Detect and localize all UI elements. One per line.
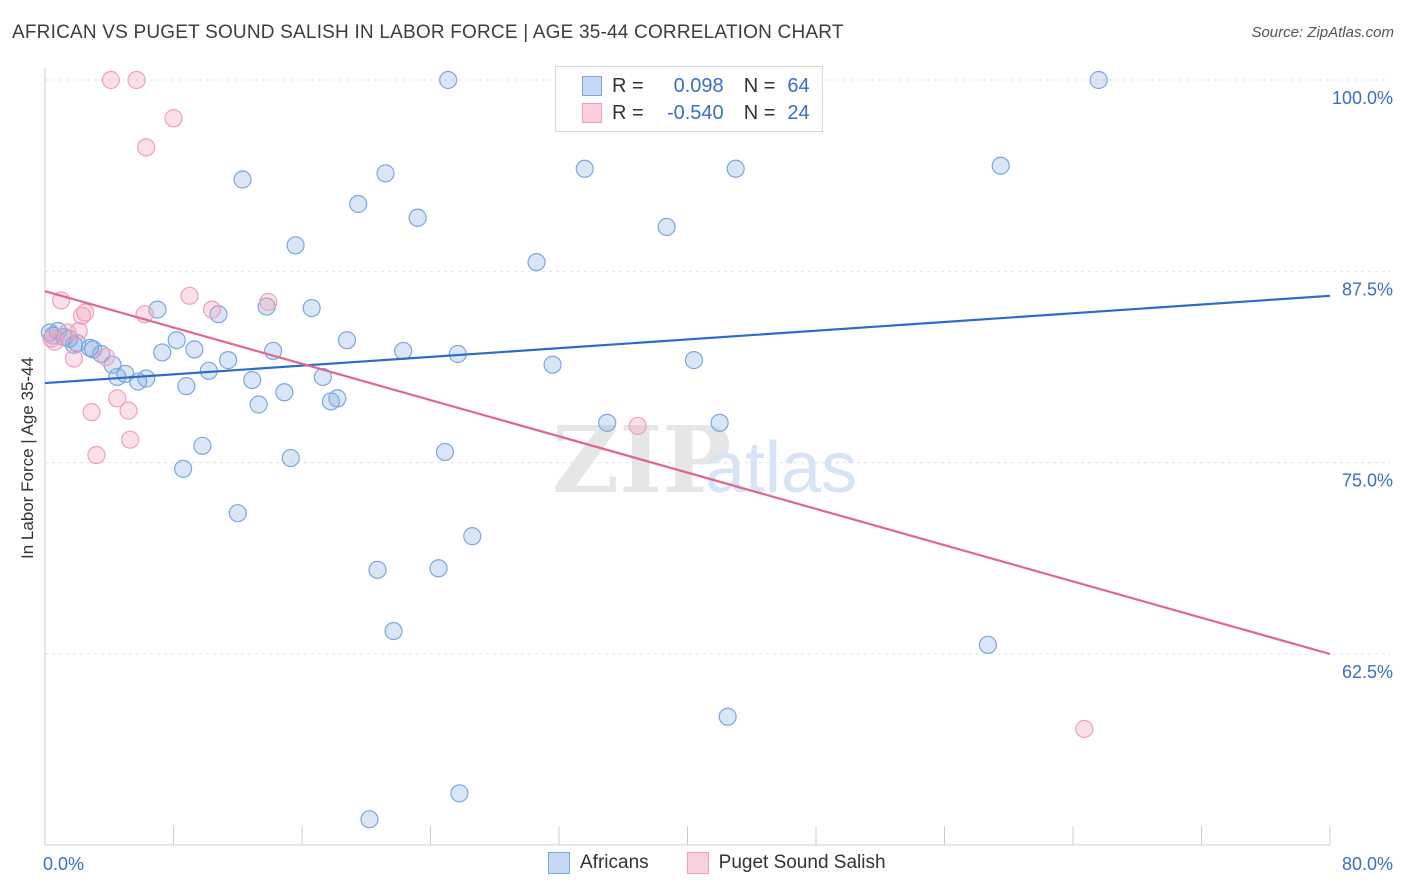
data-point: [177, 377, 196, 396]
data-point: [275, 383, 294, 402]
series-legend: Africans Puget Sound Salish: [548, 852, 924, 874]
source-label: Source: ZipAtlas.com: [1251, 24, 1394, 41]
y-tick-label: 87.5%: [1342, 279, 1393, 299]
data-point: [978, 635, 997, 654]
data-point: [349, 194, 368, 214]
data-point: [228, 504, 247, 523]
data-point: [281, 448, 300, 468]
data-point: [45, 332, 64, 351]
data-point: [394, 341, 413, 361]
data-point: [153, 343, 172, 362]
legend-swatch-puget: [686, 852, 709, 874]
data-point: [87, 445, 106, 465]
data-point: [1089, 70, 1108, 90]
data-point: [302, 298, 321, 318]
data-point: [726, 159, 745, 178]
data-point: [185, 340, 204, 359]
data-point: [337, 331, 357, 350]
legend-swatch-africans: [582, 76, 602, 96]
data-point: [249, 395, 268, 414]
data-point: [72, 306, 92, 325]
legend-label-africans: Africans: [580, 852, 649, 873]
data-point: [408, 208, 427, 227]
data-point: [543, 355, 562, 374]
data-point: [429, 559, 448, 578]
data-point: [527, 253, 546, 272]
data-point: [710, 413, 729, 432]
data-point: [137, 369, 156, 388]
chart-title: AFRICAN VS PUGET SOUND SALISH IN LABOR F…: [12, 22, 844, 43]
data-point: [127, 70, 146, 90]
legend-row-puget: R = -0.540 N = 24: [582, 100, 810, 126]
data-point: [360, 810, 379, 829]
x-tick-label: 80.0%: [1342, 854, 1393, 874]
data-point: [376, 164, 395, 183]
data-point: [42, 329, 61, 348]
legend-r-label: R =: [612, 101, 644, 124]
data-point: [657, 217, 676, 237]
data-point: [1075, 719, 1094, 739]
legend-r-label: R =: [612, 74, 644, 97]
data-point: [82, 403, 101, 422]
data-point: [137, 138, 156, 157]
y-tick-label: 62.5%: [1342, 662, 1393, 682]
data-point: [259, 292, 278, 312]
legend-n-label: N =: [743, 74, 776, 97]
trend-line: [44, 290, 1331, 656]
legend-item-puget: Puget Sound Salish: [686, 852, 886, 874]
legend-r-value: 0.098: [673, 74, 724, 97]
data-point: [628, 416, 647, 436]
legend-n-value: 64: [787, 74, 810, 97]
data-point: [96, 347, 116, 367]
data-point: [202, 300, 222, 319]
data-point: [193, 436, 212, 455]
data-point: [718, 707, 737, 726]
data-point: [119, 401, 138, 420]
data-point: [286, 236, 305, 255]
legend-swatch-puget: [582, 103, 602, 123]
data-point: [167, 331, 186, 350]
legend-item-africans: Africans: [548, 852, 649, 874]
legend-n-value: 24: [787, 101, 810, 124]
data-point: [233, 170, 252, 189]
data-point: [598, 413, 617, 432]
data-point: [243, 370, 262, 390]
data-point: [991, 156, 1010, 175]
data-point: [180, 286, 199, 305]
trend-line: [44, 294, 1331, 385]
data-point: [219, 351, 238, 370]
data-point: [463, 527, 482, 546]
data-point: [684, 351, 704, 370]
data-point: [313, 367, 332, 387]
legend-r-value: -0.540: [666, 101, 724, 124]
x-tick-label: 0.0%: [43, 854, 84, 874]
y-tick-label: 100.0%: [1332, 88, 1393, 108]
legend-n-label: N =: [743, 101, 776, 124]
stats-legend: R = 0.098 N = 64 R = -0.540 N = 24: [555, 66, 823, 132]
data-point: [101, 70, 120, 90]
data-point: [108, 389, 127, 408]
data-point: [435, 442, 455, 462]
data-point: [384, 621, 403, 641]
data-point: [174, 459, 193, 478]
data-point: [368, 560, 387, 579]
legend-swatch-africans: [548, 852, 570, 874]
data-point: [121, 430, 140, 449]
legend-label-puget: Puget Sound Salish: [718, 852, 886, 873]
data-point: [69, 321, 88, 341]
data-point: [76, 303, 95, 322]
data-point: [64, 349, 84, 368]
y-tick-label: 75.0%: [1342, 471, 1393, 491]
data-point: [575, 159, 594, 178]
watermark-atlas: atlas: [705, 428, 857, 508]
legend-row-africans: R = 0.098 N = 64: [582, 73, 810, 99]
data-point: [164, 109, 183, 128]
data-point: [450, 784, 469, 803]
data-point: [328, 389, 347, 408]
data-point: [439, 70, 458, 90]
data-point: [209, 305, 228, 324]
